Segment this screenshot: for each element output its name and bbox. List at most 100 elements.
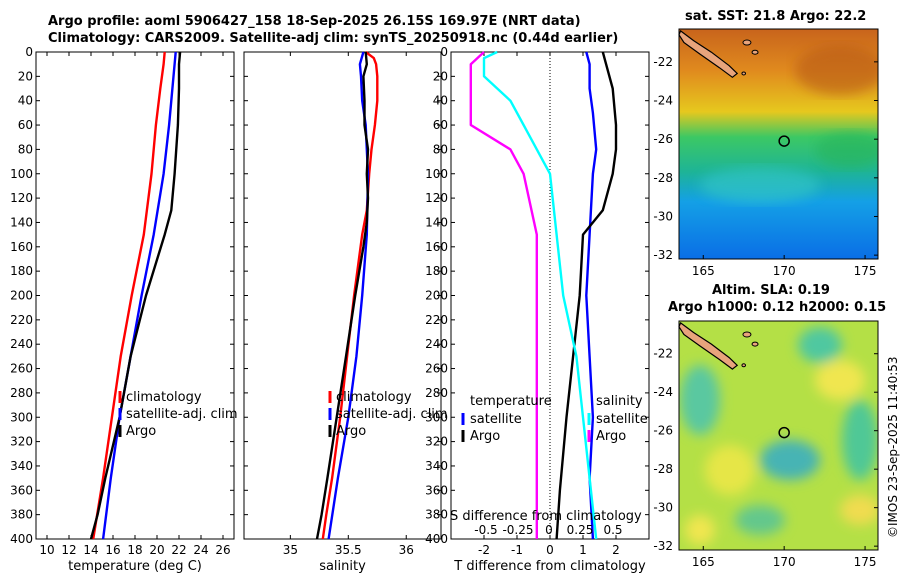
temperature-xtick-label: 24: [193, 543, 208, 557]
sla-map-loyalty-island: [742, 331, 752, 338]
differences-ytick-label: 140: [425, 215, 448, 229]
sla-map-ytick-label: -28: [653, 462, 673, 476]
sst-map-ytick-label: -22: [653, 55, 673, 69]
legend-label-1: satellite-adj. clim: [126, 407, 238, 422]
s-tick-label-3: 0.25: [567, 523, 594, 537]
temperature-ytick-label: 400: [10, 532, 33, 546]
differences-ytick-label: 400: [425, 532, 448, 546]
temperature-panel: 0 20 40 60 80 100 120 140 160 180 200 220 240 260 280 3…: [10, 45, 238, 574]
sst-map-xtick-label: 170: [773, 264, 796, 278]
salinity-panel: 35 35.5 36 salinity climatology satellite-adj…: [243, 51, 448, 574]
temperature-ytick-label: 80: [18, 142, 33, 156]
sla-map-loyalty-island: [751, 341, 759, 347]
differences-ytick-label: 220: [425, 313, 448, 327]
differences-ytick-label: 20: [433, 69, 448, 83]
differences-ytick-label: 180: [425, 264, 448, 278]
sst-map-ytick-label: -26: [653, 132, 673, 146]
temperature-xtick-label: 14: [83, 543, 98, 557]
temperature-xtick-label: 20: [149, 543, 164, 557]
legend-t-label-1: Argo: [470, 429, 500, 444]
temperature-ytick-label: 180: [10, 264, 33, 278]
temperature-ytick-label: 300: [10, 410, 33, 424]
sst-map-ytick-label: -32: [653, 248, 673, 262]
sst-map-axes: 165 170 175 -22 -24 -26 -28 -30 -32: [653, 28, 879, 278]
sst-map-ytick-label: -30: [653, 209, 673, 223]
sla-map-xtick-label: 175: [854, 555, 877, 569]
differences-ytick-label: 380: [425, 508, 448, 522]
legend-label-0: climatology: [336, 390, 412, 405]
sst-map-xtick-label: 175: [854, 264, 877, 278]
differences-ytick-label: 80: [433, 142, 448, 156]
legend-label-2: Argo: [336, 424, 366, 439]
temperature-series-climatology: [92, 51, 166, 540]
salinity-xtick-label: 36: [399, 543, 414, 557]
sla-map-ytick-label: -22: [653, 347, 673, 361]
differences-series-s-argo: [469, 51, 538, 539]
differences-ytick-label: 200: [425, 289, 448, 303]
sst-map-loyalty-island: [751, 49, 759, 55]
temperature-ytick-label: 0: [25, 45, 33, 59]
salinity-series-climatology: [321, 51, 379, 540]
differences-panel: 0204060801001201401601802002202402602803…: [425, 45, 650, 574]
salinity-series-argo: [315, 51, 370, 540]
temperature-ytick-label: 220: [10, 313, 33, 327]
sla-map-ytick-label: -30: [653, 501, 673, 515]
temperature-xtick-label: 10: [39, 543, 54, 557]
differences-series-s-satellite: [482, 50, 598, 540]
differences-xtick-label: 2: [612, 543, 620, 557]
sst-map: [679, 29, 878, 259]
legend-s-label-1: Argo: [596, 429, 626, 444]
differences-ytick-label: 340: [425, 459, 448, 473]
sla-map-frame: [678, 320, 879, 551]
differences-ytick-label: 260: [425, 362, 448, 376]
legend-label-1: satellite-adj. clim: [336, 407, 448, 422]
sla-map-xtick-label: 170: [773, 555, 796, 569]
sst-green-patch: [815, 132, 878, 168]
differences-ytick-label: 160: [425, 240, 448, 254]
sst-map-argo-marker: [778, 135, 790, 147]
temperature-xtick-label: 26: [215, 543, 230, 557]
sla-map-new-caledonia: [678, 321, 739, 370]
differences-series-t-argo: [555, 51, 618, 540]
temperature-series-satellite-adj-clim: [101, 51, 177, 540]
temperature-ytick-label: 340: [10, 459, 33, 473]
temperature-xlabel: temperature (deg C): [68, 559, 202, 574]
sla-map-title: Altim. SLA: 0.19: [712, 283, 830, 298]
differences-series-t-satellite: [585, 51, 598, 540]
sst-map-isle-of-pines: [741, 71, 747, 76]
temperature-ytick-label: 100: [10, 167, 33, 181]
differences-ytick-label: 120: [425, 191, 448, 205]
legend-left-title: temperature: [470, 394, 552, 409]
temperature-ytick-label: 60: [18, 118, 33, 132]
temperature-ytick-label: 360: [10, 483, 33, 497]
temperature-ytick-label: 140: [10, 215, 33, 229]
sst-warm-eddy: [700, 167, 820, 203]
s-tick-label-1: -0.25: [502, 523, 533, 537]
sla-map-isle-of-pines: [741, 363, 747, 368]
temperature-xtick-label: 22: [171, 543, 186, 557]
temperature-xtick-label: 18: [127, 543, 142, 557]
sst-map-loyalty-island: [742, 39, 752, 46]
sla-map-argo-marker: [778, 426, 790, 439]
temperature-series-argo: [89, 51, 182, 540]
page-title-line2: Climatology: CARS2009. Satellite-adj cli…: [48, 31, 619, 46]
s-tick-label-0: -0.5: [474, 523, 497, 537]
temperature-ytick-label: 20: [18, 69, 33, 83]
temperature-ytick-label: 40: [18, 94, 33, 108]
differences-ytick-label: 40: [433, 94, 448, 108]
salinity-xtick-label: 35.5: [335, 543, 362, 557]
legend-right-title: salinity: [596, 394, 643, 409]
temperature-ytick-label: 260: [10, 362, 33, 376]
page-title-line1: Argo profile: aoml 5906427_158 18-Sep-20…: [48, 14, 581, 29]
legend-label-2: Argo: [126, 424, 156, 439]
differences-xtick-label: 0: [546, 543, 554, 557]
temperature-ytick-label: 380: [10, 508, 33, 522]
sla-map-ytick-label: -32: [653, 539, 673, 553]
sst-map-ytick-label: -28: [653, 171, 673, 185]
temperature-ytick-label: 200: [10, 289, 33, 303]
s-tick-label-4: 0.5: [603, 523, 622, 537]
differences-ytick-label: 60: [433, 118, 448, 132]
sst-map-new-caledonia: [678, 29, 739, 79]
s-tick-label-2: 0: [545, 523, 553, 537]
differences-ytick-label: 360: [425, 483, 448, 497]
